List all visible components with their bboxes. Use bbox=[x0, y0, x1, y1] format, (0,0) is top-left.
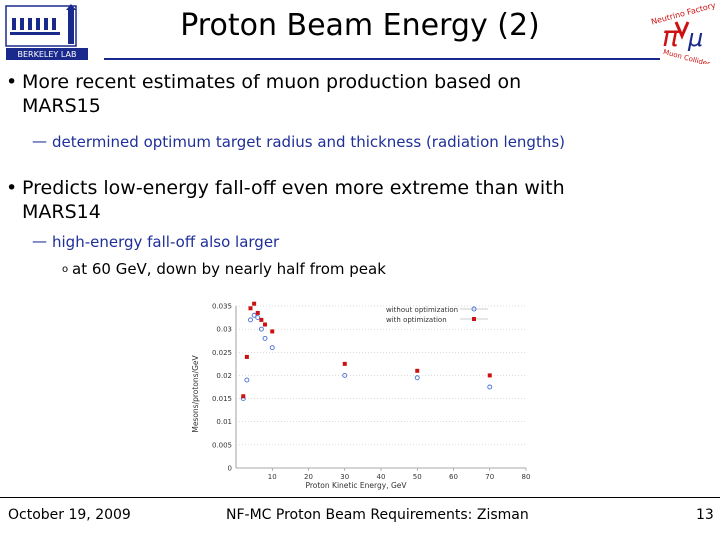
nu-symbol-icon bbox=[674, 21, 690, 40]
data-point-with-optimization bbox=[241, 394, 246, 399]
data-points bbox=[240, 301, 493, 402]
y-axis-ticks: 0 0.005 0.01 0.015 0.02 0.025 0.03 0.035 bbox=[212, 303, 232, 473]
footer-date: October 19, 2009 bbox=[8, 507, 131, 523]
data-point-with-optimization bbox=[255, 310, 260, 315]
x-tick-label: 70 bbox=[485, 473, 494, 481]
x-tick-label: 40 bbox=[377, 473, 386, 481]
data-point-without-optimization bbox=[244, 377, 250, 383]
legend-label-with-optimization: with optimization bbox=[386, 316, 447, 324]
x-tick-label: 10 bbox=[268, 473, 277, 481]
muon-production-chart: 0 0.005 0.01 0.015 0.02 0.025 0.03 0.035 10 20 30… bbox=[191, 301, 531, 490]
legend: without optimization with optimization bbox=[386, 306, 488, 324]
berkeley-lab-logo: BERKELEY LAB bbox=[5, 4, 88, 60]
data-point-with-optimization bbox=[252, 301, 257, 306]
data-point-without-optimization bbox=[487, 384, 493, 390]
data-point-with-optimization bbox=[270, 329, 275, 334]
y-tick-label: 0.01 bbox=[216, 418, 232, 426]
footer-center-text: NF-MC Proton Beam Requirements: Zisman bbox=[226, 507, 529, 523]
nfmc-logo: Neutrino Factory π μ Muon Collider bbox=[650, 2, 717, 64]
y-tick-label: 0.015 bbox=[212, 395, 232, 403]
x-tick-label: 80 bbox=[522, 473, 531, 481]
data-point-without-optimization bbox=[262, 335, 268, 341]
data-point-with-optimization bbox=[487, 373, 492, 378]
y-tick-label: 0.025 bbox=[212, 349, 232, 357]
y-tick-label: 0.02 bbox=[216, 372, 232, 380]
x-tick-label: 50 bbox=[413, 473, 422, 481]
legend-marker-without-optimization bbox=[471, 306, 477, 312]
bullet-2-line-2: MARS14 bbox=[22, 201, 101, 223]
logo-right-top-text: Neutrino Factory bbox=[650, 2, 717, 27]
pi-symbol-icon: π bbox=[662, 20, 680, 53]
data-point-with-optimization bbox=[244, 354, 249, 359]
bullet-marker: • bbox=[6, 71, 18, 93]
slide-title: Proton Beam Energy (2) bbox=[180, 8, 540, 43]
gridlines bbox=[236, 305, 526, 469]
x-axis-ticks: 10 20 30 40 50 60 70 80 bbox=[268, 468, 531, 481]
x-tick-label: 30 bbox=[340, 473, 349, 481]
sub-dash: — bbox=[32, 232, 47, 250]
footer-page-number: 13 bbox=[696, 507, 714, 523]
y-tick-label: 0.035 bbox=[212, 303, 232, 311]
bullet-1-line-1: More recent estimates of muon production… bbox=[22, 71, 522, 93]
x-axis-label: Proton Kinetic Energy, GeV bbox=[305, 481, 407, 490]
x-tick-label: 20 bbox=[304, 473, 313, 481]
data-point-with-optimization bbox=[259, 317, 264, 322]
data-point-without-optimization bbox=[251, 312, 257, 318]
bullet-marker: • bbox=[6, 177, 18, 199]
subsub-marker: o bbox=[62, 264, 69, 275]
bullet-1-sub-1: determined optimum target radius and thi… bbox=[52, 133, 566, 151]
footer-rule bbox=[0, 497, 720, 498]
bullet-2-line-1: Predicts low-energy fall-off even more e… bbox=[22, 177, 565, 199]
logo-left-text: BERKELEY LAB bbox=[18, 50, 77, 59]
bullet-2-sub-1: high-energy fall-off also larger bbox=[52, 233, 280, 251]
mu-symbol-icon: μ bbox=[687, 24, 703, 52]
data-point-without-optimization bbox=[255, 315, 261, 321]
data-point-without-optimization bbox=[248, 317, 253, 323]
plot-frame bbox=[235, 306, 526, 469]
title-underline bbox=[104, 58, 660, 60]
y-tick-label: 0.005 bbox=[212, 441, 232, 449]
y-tick-label: 0 bbox=[228, 465, 232, 473]
data-point-with-optimization bbox=[342, 361, 347, 366]
logo-right-bottom-text: Muon Collider bbox=[662, 48, 711, 64]
legend-label-without-optimization: without optimization bbox=[386, 306, 458, 314]
data-point-without-optimization bbox=[414, 375, 420, 381]
sub-dash: — bbox=[32, 132, 47, 150]
bullet-1-line-2: MARS15 bbox=[22, 95, 101, 117]
y-axis-label: Mesons/protons/GeV bbox=[191, 354, 200, 432]
data-point-with-optimization bbox=[263, 322, 267, 327]
data-point-without-optimization bbox=[258, 326, 264, 332]
data-point-with-optimization bbox=[248, 306, 253, 311]
data-point-without-optimization bbox=[342, 372, 348, 378]
y-tick-label: 0.03 bbox=[216, 326, 232, 334]
x-tick-label: 60 bbox=[449, 473, 458, 481]
data-point-with-optimization bbox=[415, 368, 420, 373]
legend-marker-with-optimization bbox=[472, 317, 476, 321]
bullet-2-subsub-1: at 60 GeV, down by nearly half from peak bbox=[72, 260, 386, 278]
data-point-without-optimization bbox=[269, 345, 275, 351]
